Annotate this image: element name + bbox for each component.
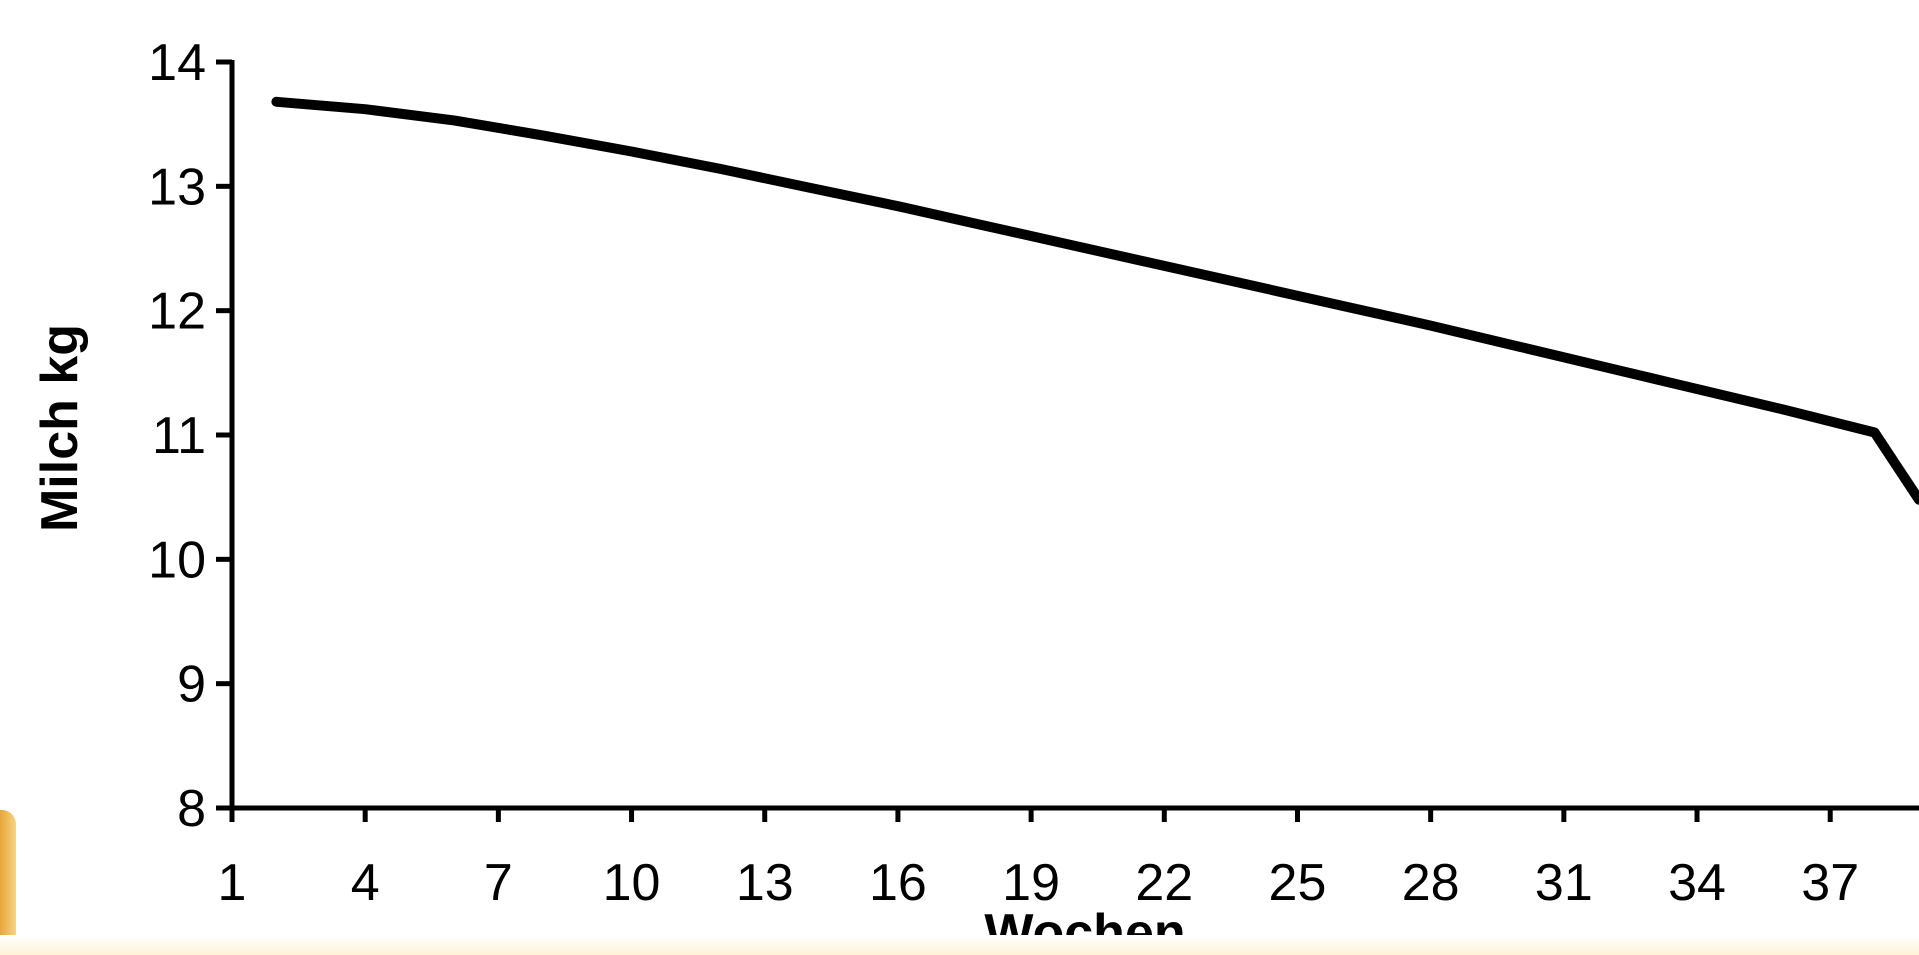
y-axis: 8 9 10 11 12 13 14 (148, 34, 235, 838)
x-tick-label: 22 (1135, 854, 1193, 912)
x-tick-label: 37 (1801, 854, 1859, 912)
series-line-0 (271, 96, 1919, 505)
x-tick-label: 13 (736, 854, 794, 912)
y-tick-label: 14 (148, 34, 206, 92)
x-tick-label: 28 (1402, 854, 1460, 912)
x-tick-label: 16 (869, 854, 927, 912)
x-tick-label: 25 (1269, 854, 1327, 912)
x-tick-label: 1 (218, 854, 247, 912)
x-tick-label: 19 (1002, 854, 1060, 912)
x-tick-label: 31 (1535, 854, 1593, 912)
footer-band (0, 935, 1919, 955)
y-tick-label: 11 (152, 407, 206, 465)
corner-decoration (0, 810, 16, 935)
y-tick-label: 13 (148, 158, 206, 216)
x-tick-label: 34 (1668, 854, 1726, 912)
y-tick-label: 9 (177, 656, 206, 714)
x-tick-label: 7 (484, 854, 513, 912)
series-group (271, 96, 1919, 505)
y-tick-label: 10 (148, 531, 206, 589)
x-tick-label: 10 (603, 854, 661, 912)
y-tick-label: 12 (148, 283, 206, 341)
x-axis: 1 4 7 10 13 16 19 22 25 28 31 34 37 (218, 805, 1919, 912)
x-tick-label: 4 (351, 854, 380, 912)
y-tick-label: 8 (177, 780, 206, 838)
y-axis-title: Milch kg (31, 324, 89, 532)
